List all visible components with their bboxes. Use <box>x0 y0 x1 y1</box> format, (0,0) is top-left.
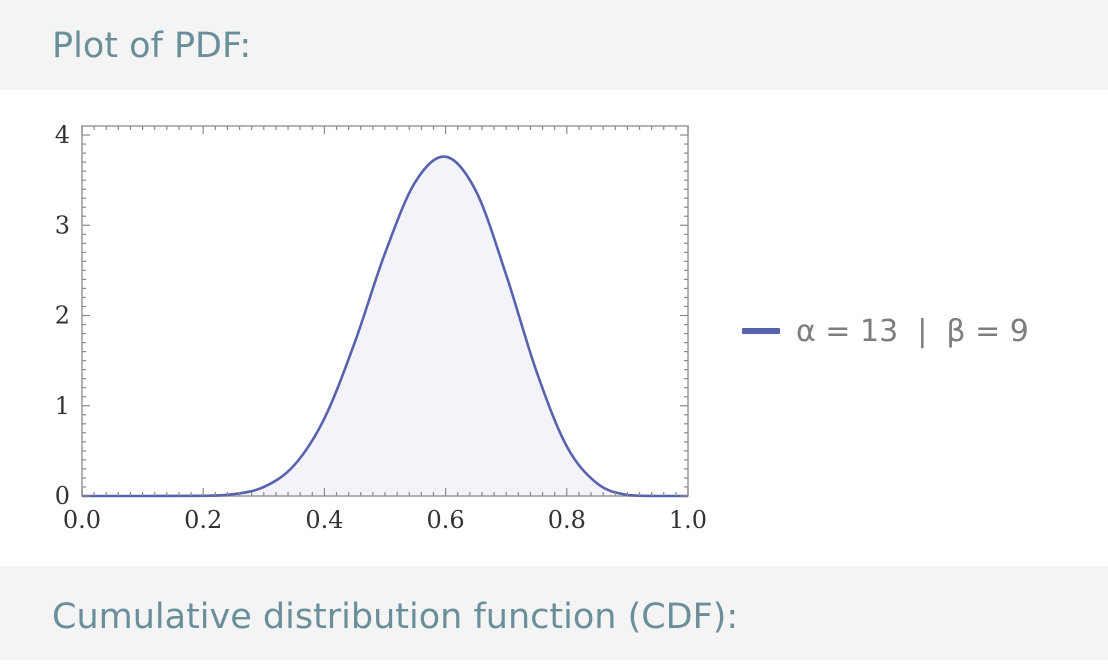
pdf-plot-panel: 0.0 0.2 0.4 0.6 0.8 1.0 0 1 2 3 4 α = 13 | β = 9 <box>0 90 1108 566</box>
x-tick-label: 0.4 <box>305 506 343 534</box>
cdf-section-title: Cumulative distribution function (CDF): <box>52 597 739 637</box>
x-tick-label: 0.8 <box>548 506 586 534</box>
cdf-section-header: Cumulative distribution function (CDF): <box>0 566 1108 660</box>
y-tick-label: 2 <box>55 302 70 330</box>
x-tick-label: 0.0 <box>63 506 101 534</box>
series-line <box>82 155 688 498</box>
x-tick-label: 1.0 <box>669 506 707 534</box>
pdf-chart: 0.0 0.2 0.4 0.6 0.8 1.0 0 1 2 3 4 <box>55 121 707 534</box>
x-tick-label: 0.6 <box>427 506 465 534</box>
legend-swatch <box>742 328 780 334</box>
y-tick-label: 3 <box>55 211 70 239</box>
x-tick-label: 0.2 <box>184 506 222 534</box>
pdf-section-header: Plot of PDF: <box>0 0 1108 90</box>
series-area-fill <box>82 156 688 496</box>
pdf-section-title: Plot of PDF: <box>52 26 252 66</box>
legend-label: α = 13 | β = 9 <box>796 313 1029 349</box>
chart-legend: α = 13 | β = 9 <box>742 313 1029 349</box>
y-tick-label: 0 <box>55 482 70 510</box>
y-tick-label: 4 <box>55 121 70 149</box>
y-tick-label: 1 <box>55 392 70 420</box>
